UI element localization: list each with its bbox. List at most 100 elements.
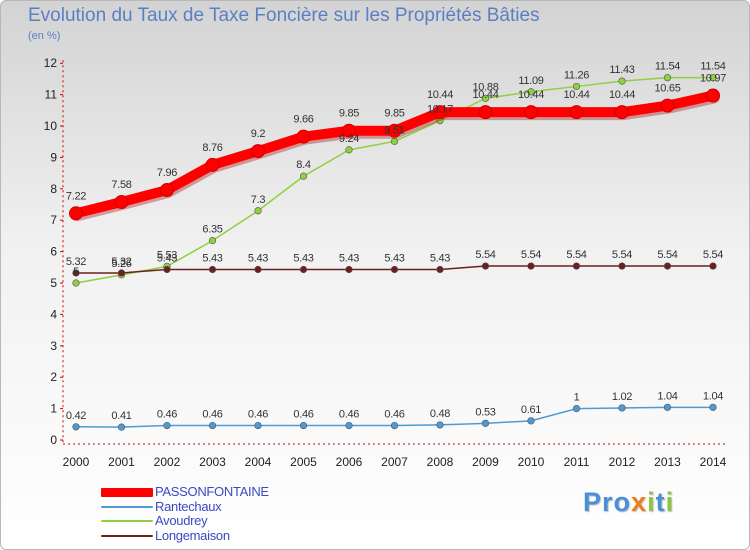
- data-label: 5.54: [475, 249, 495, 261]
- data-label: 7.58: [111, 179, 131, 191]
- series-rantechaux: [72, 403, 717, 431]
- data-point: [72, 423, 80, 431]
- data-point: [569, 105, 584, 120]
- data-label: 5.54: [703, 249, 723, 261]
- data-point: [387, 123, 402, 138]
- y-tick-label: 12: [44, 56, 58, 70]
- data-point: [72, 269, 80, 277]
- data-point: [618, 404, 626, 412]
- data-label: 10.44: [609, 89, 635, 101]
- y-tick-label: 9: [50, 150, 57, 164]
- data-label: 9.85: [339, 108, 359, 120]
- data-point: [345, 265, 353, 274]
- data-point: [69, 206, 83, 221]
- data-point: [254, 421, 262, 430]
- y-tick-label: 2: [50, 370, 57, 384]
- data-point: [709, 403, 717, 411]
- data-label: 11.54: [655, 61, 680, 73]
- series-passonfontaine: [69, 88, 720, 222]
- data-point: [163, 265, 171, 274]
- data-label: 10.44: [427, 89, 453, 101]
- legend-swatch: [101, 488, 153, 497]
- data-point: [618, 262, 626, 270]
- x-tick-label: 2014: [700, 455, 727, 469]
- legend-label: Longemaison: [155, 527, 230, 543]
- data-label: 9.2: [251, 128, 266, 140]
- data-point: [390, 421, 399, 430]
- data-label: 7.96: [157, 167, 177, 179]
- data-point: [251, 144, 265, 159]
- data-point: [481, 94, 490, 102]
- y-tick-label: 8: [50, 182, 57, 196]
- data-point: [342, 123, 356, 138]
- data-label: 8.76: [202, 142, 222, 154]
- data-point: [478, 105, 493, 120]
- data-point: [663, 403, 672, 411]
- x-tick-label: 2005: [290, 455, 317, 469]
- data-point: [72, 279, 80, 287]
- x-tick-label: 2011: [564, 455, 590, 469]
- data-label: 10.17: [427, 104, 453, 116]
- y-tick-label: 10: [44, 119, 58, 133]
- x-tick-label: 2006: [336, 455, 363, 469]
- data-label: 1.04: [657, 390, 677, 402]
- data-label: 10.44: [563, 89, 589, 101]
- data-point: [706, 88, 720, 103]
- data-label: 0.46: [293, 409, 313, 421]
- data-point: [436, 265, 444, 274]
- data-label: 10.65: [654, 83, 680, 95]
- x-tick-label: 2000: [63, 455, 90, 469]
- data-point: [254, 265, 262, 274]
- data-point: [205, 157, 220, 172]
- proxiti-logo: Proxiti: [583, 487, 675, 517]
- data-point: [663, 262, 672, 270]
- data-label: 9.24: [339, 133, 359, 145]
- data-point: [660, 98, 675, 113]
- data-label: 0.46: [384, 409, 404, 421]
- data-point: [436, 421, 444, 429]
- data-point: [208, 421, 217, 430]
- data-label: 9.85: [384, 108, 404, 120]
- data-label: 0.53: [475, 406, 495, 418]
- data-label: 7.22: [66, 190, 86, 202]
- data-label: 6.35: [202, 224, 222, 236]
- legend-swatch: [101, 534, 153, 537]
- y-tick-label: 3: [50, 339, 57, 353]
- data-label: 10.97: [700, 73, 726, 85]
- data-label: 11.09: [518, 75, 543, 87]
- data-point: [117, 269, 126, 277]
- data-point: [709, 262, 717, 270]
- data-label: 5.54: [566, 249, 586, 261]
- data-label: 7.3: [251, 194, 266, 206]
- x-tick-label: 2002: [154, 455, 181, 469]
- data-label: 1.02: [612, 391, 632, 403]
- data-label: 0.46: [202, 409, 222, 421]
- y-tick-label: 5: [50, 276, 57, 290]
- data-label: 5.54: [521, 249, 541, 261]
- data-point: [527, 417, 535, 425]
- data-point: [615, 105, 629, 120]
- data-point: [117, 423, 126, 431]
- data-label: 10.44: [472, 89, 498, 101]
- unit-label: (en %): [28, 30, 61, 42]
- legend-label: PASSONFONTAINE: [155, 484, 269, 499]
- data-label: 5.43: [202, 252, 222, 264]
- data-label: 10.44: [518, 89, 544, 101]
- series-longemaison: [72, 262, 717, 277]
- data-label: 5.32: [66, 256, 86, 268]
- data-label: 0.46: [339, 409, 359, 421]
- data-label: 5.43: [384, 252, 404, 264]
- data-label: 9.51: [384, 124, 404, 136]
- data-point: [296, 129, 311, 144]
- data-label: 10.88: [472, 81, 498, 93]
- data-point: [299, 172, 308, 180]
- data-label: 8.4: [296, 159, 311, 171]
- data-label: 9.66: [293, 114, 313, 126]
- data-label: 5.43: [248, 252, 268, 264]
- data-point: [524, 105, 538, 120]
- data-point: [481, 419, 490, 427]
- data-label: 5: [73, 266, 79, 278]
- data-point: [390, 137, 399, 145]
